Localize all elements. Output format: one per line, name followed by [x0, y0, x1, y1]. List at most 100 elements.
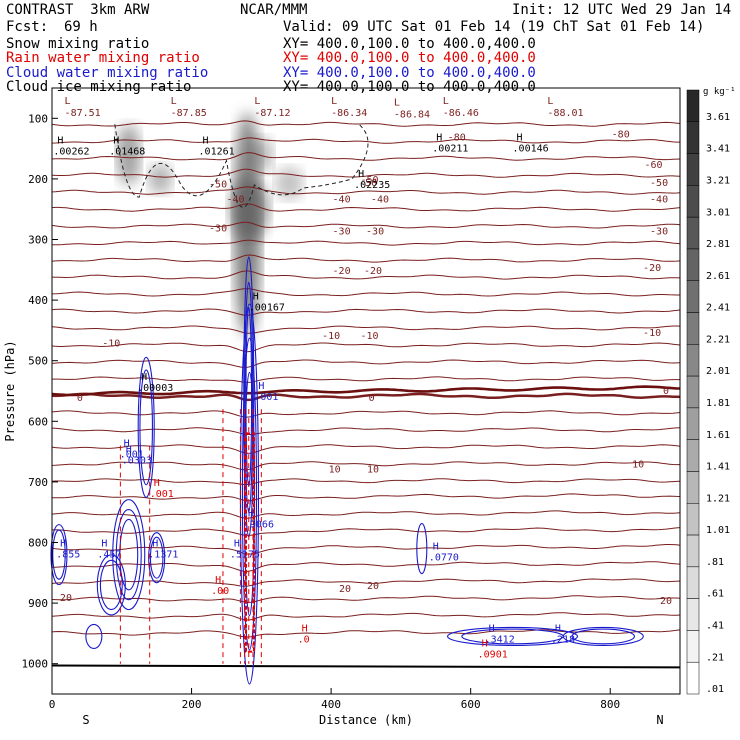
low-value-label: -86.84 [394, 109, 430, 120]
high-value-label: .001 [150, 489, 174, 500]
temperature-isotherm [51, 120, 681, 127]
colorbar-label: .01 [706, 684, 724, 695]
colorbar-label: 1.81 [706, 398, 730, 409]
plot-frame [51, 87, 681, 695]
temperature-label: -10 [360, 331, 378, 342]
temperature-label: -20 [333, 266, 351, 277]
high-marker: H [482, 639, 488, 650]
high-marker: H [433, 542, 439, 553]
temperature-label: -30 [209, 223, 227, 234]
high-value-label: .00 [211, 586, 229, 597]
high-value-label: .855 [56, 550, 80, 561]
colorbar-label: 3.41 [706, 144, 730, 155]
colorbar-swatch [686, 471, 700, 504]
cloud-water-contour [137, 356, 155, 498]
colorbar-label: 3.01 [706, 207, 730, 218]
surface-line [51, 664, 681, 669]
temperature-label: 0 [663, 386, 669, 397]
high-value-label: .00262 [53, 147, 89, 158]
y-axis-label: Pressure (hPa) [3, 340, 17, 441]
low-marker: L [547, 96, 553, 107]
temperature-isotherm [51, 427, 681, 435]
x-tick-label: 800 [600, 698, 620, 711]
high-marker: H [215, 575, 221, 586]
colorbar-label: 1.41 [706, 462, 730, 473]
temperature-isotherm [51, 595, 681, 603]
temperature-isotherm [52, 376, 680, 383]
temperature-label: -80 [612, 129, 630, 140]
high-marker: H [101, 539, 107, 550]
y-tick-label: 300 [28, 234, 48, 247]
high-marker: H [154, 478, 160, 489]
forecast-value: 69 h [64, 19, 98, 35]
temperature-isotherm [51, 137, 680, 144]
temperature-label: -50 [360, 175, 378, 186]
temperature-isotherm [51, 544, 681, 555]
low-value-label: -88.01 [547, 108, 583, 119]
temperature-label: -60 [644, 160, 662, 171]
colorbar-label: 1.61 [706, 430, 730, 441]
colorbar-label: 3.61 [706, 112, 730, 123]
y-tick-label: 700 [28, 476, 48, 489]
high-marker: H [126, 445, 132, 456]
snow-shading [116, 112, 304, 337]
temperature-isotherm [51, 478, 681, 485]
colorbar-label: 2.61 [706, 271, 730, 282]
low-marker: L [331, 96, 337, 107]
temperature-label: -50 [650, 178, 668, 189]
cloud-water-contour [52, 529, 66, 580]
low-value-label: -86.46 [443, 108, 479, 119]
high-marker: H [152, 539, 158, 550]
colorbar-label: 2.41 [706, 303, 730, 314]
high-marker: H [555, 623, 561, 634]
field-snow-xy: XY= 400.0,100.0 to 400.0,400.0 [283, 36, 536, 52]
temperature-isotherm [51, 629, 681, 638]
high-value-label: .1371 [148, 550, 178, 561]
temperature-isotherm [51, 342, 681, 353]
temperature-label: 20 [339, 584, 351, 595]
temperature-label: -40 [333, 194, 351, 205]
colorbar-swatch [686, 344, 700, 377]
y-tick-label: 200 [28, 173, 48, 186]
temperature-label: -50 [359, 178, 377, 189]
high-marker: H [248, 508, 254, 519]
high-value-label: .00211 [432, 144, 468, 155]
temperature-isotherm [51, 510, 681, 519]
low-value-label: -87.85 [171, 108, 207, 119]
low-value-label: -87.12 [254, 108, 290, 119]
high-value-label: .00003 [137, 383, 173, 394]
temperature-label: 20 [367, 581, 379, 592]
high-marker: H [113, 136, 119, 147]
colorbar-swatch [686, 503, 700, 536]
snow-plume [148, 163, 173, 195]
cloud-water-contour [562, 626, 644, 646]
high-marker: H [489, 623, 495, 634]
high-marker: H [253, 291, 259, 302]
high-value-label: .218 [551, 634, 575, 645]
cloud-water-contour [446, 626, 579, 646]
colorbar-label: .81 [706, 557, 724, 568]
field-cloudice-xy: XY= 400.0,100.0 to 400.0,400.0 [283, 79, 536, 95]
model-title: CONTRAST 3km ARW [6, 2, 150, 18]
cloud-water-contour [85, 623, 103, 649]
axes: 0 200 400 600 800100200300400500600700800900… [22, 112, 621, 711]
high-value-label: .9066 [244, 519, 274, 530]
y-tick-label: 100 [28, 112, 48, 125]
field-rain-xy: XY= 400.0,100.0 to 400.0,400.0 [283, 50, 536, 66]
snow-plume [229, 178, 270, 240]
cloud-water-contour [416, 523, 428, 575]
temperature-isotherm [51, 203, 681, 212]
north-label: N [656, 713, 663, 727]
low-value-label: -87.51 [65, 108, 101, 119]
snow-plume [249, 136, 274, 173]
temperature-isotherm [51, 270, 681, 280]
freezing-level-line [51, 385, 681, 397]
temperature-label: -40 [650, 194, 668, 205]
temperature-label: 10 [329, 465, 341, 476]
temperature-label: -40 [371, 194, 389, 205]
x-tick-label: 0 [49, 698, 56, 711]
y-tick-label: 400 [28, 294, 48, 307]
contour-labels: -80 -80-60-50 -50 -50-50-40 -40 -40 -40-30 -30-… [53, 96, 672, 660]
temperature-label: -30 [366, 226, 384, 237]
